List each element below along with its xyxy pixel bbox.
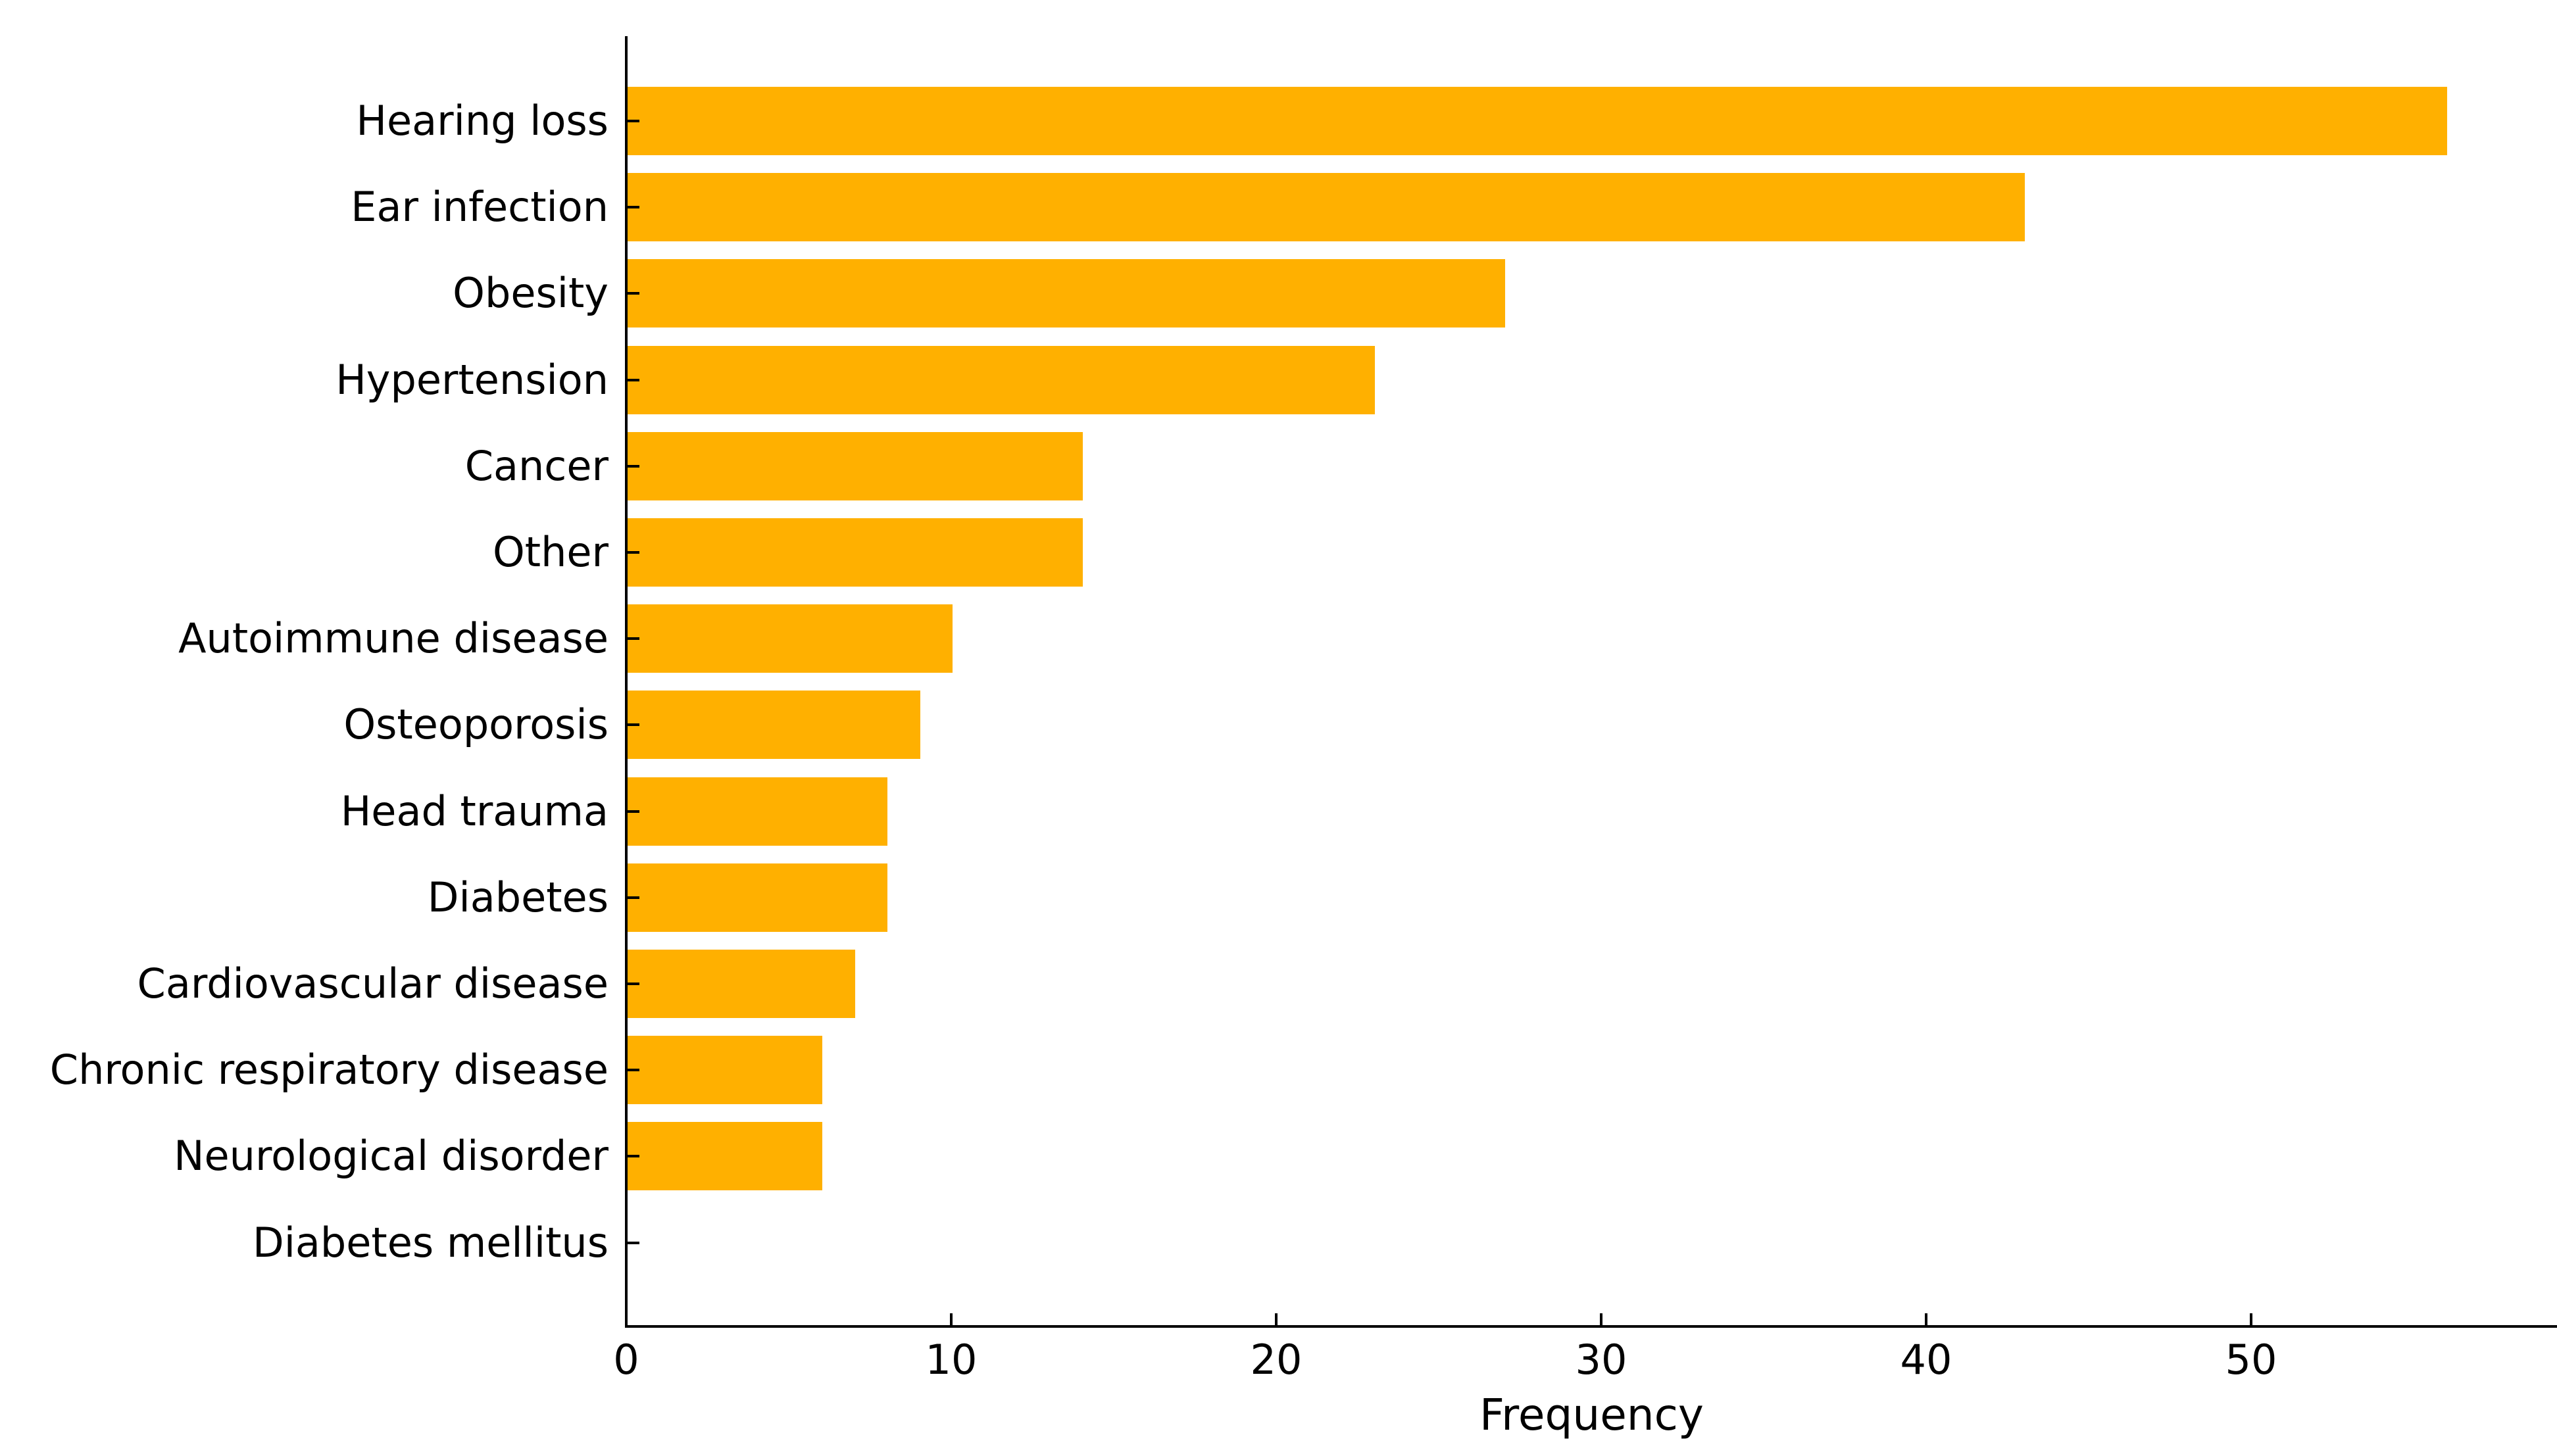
y-tick-mark (628, 1069, 639, 1072)
y-tick-label: Hypertension (335, 355, 608, 404)
bar-hypertension (628, 345, 1376, 414)
y-tick-mark (628, 1155, 639, 1158)
y-tick-label: Autoimmune disease (178, 614, 608, 663)
y-tick-label: Osteoporosis (343, 700, 608, 749)
y-tick-label: Neurological disorder (174, 1132, 608, 1180)
y-tick-label: Diabetes mellitus (252, 1218, 608, 1267)
y-tick-mark (628, 551, 639, 554)
y-tick-label: Hearing loss (356, 97, 608, 145)
bar-neurological-disorder (628, 1122, 823, 1191)
bar-osteoporosis (628, 691, 920, 760)
bar-head-trauma (628, 777, 888, 846)
x-tick-label: 0 (613, 1336, 639, 1384)
y-tick-label: Chronic respiratory disease (49, 1046, 608, 1094)
x-axis-line (625, 1325, 2557, 1328)
x-tick-label: 20 (1250, 1336, 1303, 1384)
y-tick-label: Cardiovascular disease (137, 959, 608, 1007)
bar-autoimmune-disease (628, 604, 953, 673)
x-tick-label: 10 (925, 1336, 978, 1384)
x-tick-mark (2250, 1313, 2252, 1325)
y-tick-label: Ear infection (351, 183, 608, 231)
x-tick-mark (1925, 1313, 1927, 1325)
x-tick-label: 30 (1575, 1336, 1627, 1384)
y-tick-label: Head trauma (340, 787, 608, 835)
y-tick-mark (628, 896, 639, 899)
y-tick-mark (628, 206, 639, 209)
x-tick-label: 40 (1900, 1336, 1952, 1384)
y-tick-mark (628, 464, 639, 468)
x-tick-mark (1275, 1313, 1278, 1325)
y-tick-mark (628, 120, 639, 122)
y-tick-label: Other (492, 528, 608, 576)
x-tick-label: 50 (2225, 1336, 2277, 1384)
y-tick-mark (628, 723, 639, 727)
x-tick-mark (950, 1313, 953, 1325)
bar-cardiovascular-disease (628, 950, 855, 1018)
y-tick-label: Obesity (453, 269, 608, 318)
y-tick-mark (628, 378, 639, 381)
x-tick-mark (1600, 1313, 1602, 1325)
bar-ear-infection (628, 173, 2025, 242)
x-axis-title: Frequency (1479, 1390, 1704, 1440)
y-tick-mark (628, 292, 639, 295)
bar-diabetes (628, 863, 888, 932)
y-tick-mark (628, 810, 639, 813)
y-tick-mark (628, 637, 639, 641)
x-tick-mark (625, 1313, 628, 1325)
bar-hearing-loss (628, 87, 2448, 155)
y-tick-mark (628, 1241, 639, 1244)
bar-other (628, 518, 1083, 587)
y-tick-label: Cancer (464, 441, 608, 490)
y-tick-label: Diabetes (427, 873, 608, 921)
y-tick-mark (628, 983, 639, 985)
bar-chronic-respiratory-disease (628, 1036, 823, 1105)
bar-cancer (628, 431, 1083, 500)
bar-obesity (628, 259, 1505, 328)
y-axis-line (625, 36, 628, 1328)
